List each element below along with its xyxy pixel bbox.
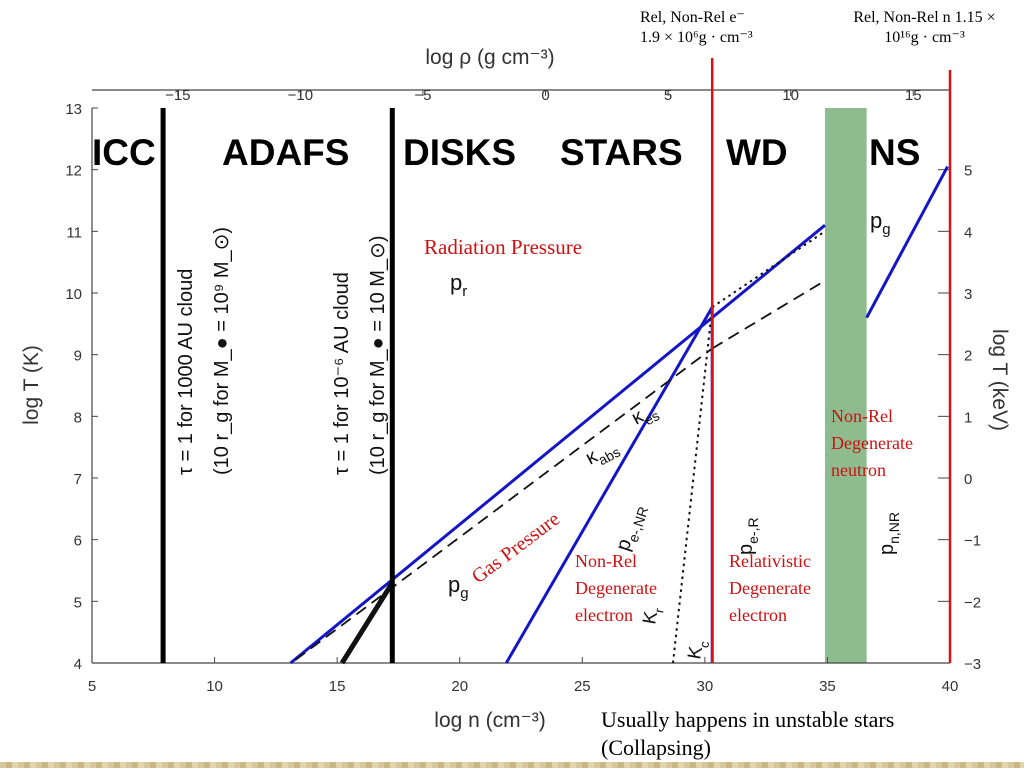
x-tick-label: 10 xyxy=(206,678,223,695)
right-tick-label: 0 xyxy=(964,471,972,488)
ns-band xyxy=(824,108,867,663)
series-p-n-nr xyxy=(865,165,949,319)
top-axis-title: log ρ (g cm⁻³) xyxy=(425,46,554,69)
region-adafs: ADAFS xyxy=(222,132,349,173)
top-right-annotation: Rel, Non-Rel n 1.15 × 10¹⁶g · cm⁻³ xyxy=(832,8,1017,48)
y-tick-label: 12 xyxy=(65,163,82,180)
top-left-annotation: Rel, Non-Rel e⁻ 1.9 × 10⁶g · cm⁻³ xyxy=(640,8,753,48)
plot-frame xyxy=(91,89,950,664)
top-tick-label: 0 xyxy=(541,87,549,104)
y-tick-label: 9 xyxy=(74,348,82,365)
right-tick-label: −3 xyxy=(964,656,981,673)
right-axis-ticks: −3 −2 −1 0 1 2 3 4 5 xyxy=(938,163,981,673)
x-tick-label: 20 xyxy=(451,678,468,695)
top-tick-label: −5 xyxy=(414,87,431,104)
right-tick-label: 5 xyxy=(964,163,972,180)
series--boundary xyxy=(339,581,395,665)
boundary2-label-line2: (10 r_g for M_● = 10 M_⊙) xyxy=(367,236,389,475)
series-p-e-nr xyxy=(504,306,714,664)
region-stars: STARS xyxy=(560,132,683,173)
top-axis-ticks: −15 −10 −5 0 5 10 15 xyxy=(165,87,921,104)
top-tick-label: −15 xyxy=(165,87,190,104)
label-kr: Kr xyxy=(639,605,667,627)
footnote-line1: Usually happens in unstable stars xyxy=(601,707,895,732)
y-tick-label: 8 xyxy=(74,409,82,426)
boundary2-label-line1: τ = 1 for 10⁻⁶ AU cloud xyxy=(331,272,353,475)
left-axis-ticks: 4 5 6 7 8 9 10 11 12 13 xyxy=(65,101,98,673)
label-pg: pg xyxy=(448,572,469,602)
black-verticals xyxy=(160,108,395,663)
radiation-pressure-label: Radiation Pressure xyxy=(424,235,582,259)
y-tick-label: 5 xyxy=(74,594,82,611)
region-icc: ICC xyxy=(92,132,156,173)
top-tick-label: 10 xyxy=(782,87,799,104)
top-right-annotation-line1: Rel, Non-Rel n 1.15 × xyxy=(853,9,996,26)
region-disks: DISKS xyxy=(403,132,516,173)
series-k-r xyxy=(711,230,826,309)
top-left-annotation-line2: 1.9 × 10⁶g · cm⁻³ xyxy=(640,29,753,46)
series-k-c xyxy=(671,307,714,664)
y-tick-label: 11 xyxy=(66,224,82,241)
series--es xyxy=(711,279,826,350)
boundary1-label-line1: τ = 1 for 1000 AU cloud xyxy=(175,269,197,475)
label-pg-ns: pg xyxy=(870,208,891,238)
label-pr: pr xyxy=(450,270,467,300)
boundary1-label-line2: (10 r_g for M_● = 10⁹ M_⊙) xyxy=(211,227,233,475)
y-tick-label: 4 xyxy=(74,656,82,673)
footer-decoration xyxy=(0,762,1024,768)
region-ns: NS xyxy=(869,132,920,173)
nonrel-neutron-line3: neutron xyxy=(831,460,886,480)
right-tick-label: −1 xyxy=(964,533,981,550)
x-tick-label: 40 xyxy=(942,678,959,695)
top-tick-label: 5 xyxy=(664,87,672,104)
rel-electron-line3: electron xyxy=(729,605,787,625)
footnote-line2: (Collapsing) xyxy=(601,735,711,760)
footnote: Usually happens in unstable stars (Colla… xyxy=(601,706,894,762)
region-wd: WD xyxy=(726,132,788,173)
right-tick-label: 3 xyxy=(964,286,972,303)
right-axis-title: log T (keV) xyxy=(988,329,1011,431)
right-tick-label: −2 xyxy=(964,594,981,611)
x-tick-label: 15 xyxy=(329,678,346,695)
x-tick-label: 35 xyxy=(819,678,836,695)
top-tick-label: 15 xyxy=(905,87,922,104)
x-tick-label: 30 xyxy=(697,678,714,695)
rel-electron-line2: Degenerate xyxy=(729,578,811,598)
right-tick-label: 4 xyxy=(964,224,972,241)
top-left-annotation-line1: Rel, Non-Rel e⁻ xyxy=(640,9,745,26)
x-tick-label: 25 xyxy=(574,678,591,695)
nonrel-neutron-line2: Degenerate xyxy=(831,433,913,453)
x-tick-label: 5 xyxy=(88,678,96,695)
top-tick-label: −10 xyxy=(288,87,313,104)
label-pn-nr: pn,NR xyxy=(876,512,902,555)
nonrel-electron-line1: Non-Rel xyxy=(575,551,637,571)
y-axis-title: log T (K) xyxy=(20,345,43,425)
y-tick-label: 7 xyxy=(74,471,82,488)
label-kc: Kc xyxy=(684,638,712,662)
nonrel-electron-line3: electron xyxy=(575,605,633,625)
label-pe-r: pe-,R xyxy=(735,517,761,555)
right-tick-label: 1 xyxy=(964,409,972,426)
series--abs xyxy=(294,347,713,661)
x-axis-title: log n (cm⁻³) xyxy=(434,709,545,732)
bottom-axis-ticks: 5 10 15 20 25 30 35 40 xyxy=(88,657,959,695)
series-p-r-p-g-boundary xyxy=(289,224,826,665)
nonrel-electron-line2: Degenerate xyxy=(575,578,657,598)
y-tick-label: 10 xyxy=(65,286,82,303)
rel-electron-line1: Relativistic xyxy=(729,551,811,571)
top-right-annotation-line2: 10¹⁶g · cm⁻³ xyxy=(884,29,965,46)
y-tick-label: 13 xyxy=(65,101,82,118)
right-tick-label: 2 xyxy=(964,348,972,365)
y-tick-label: 6 xyxy=(74,533,82,550)
label-pe-nr: pe-,NR xyxy=(612,501,651,554)
nonrel-neutron-line1: Non-Rel xyxy=(831,406,893,426)
red-verticals xyxy=(710,58,952,663)
